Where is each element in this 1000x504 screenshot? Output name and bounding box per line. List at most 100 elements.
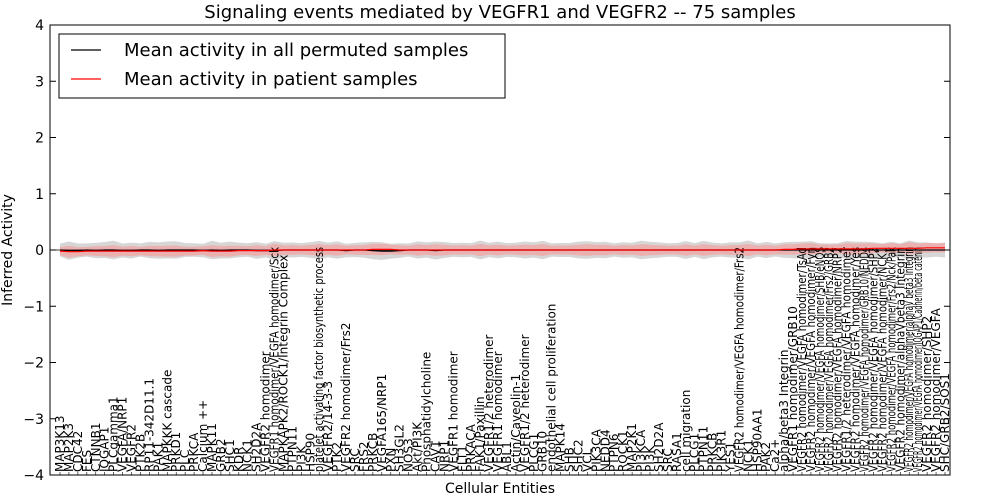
- category-label: cell migration: [679, 390, 693, 472]
- category-label: FES: [80, 450, 94, 472]
- category-label: MAPK11: [205, 423, 219, 472]
- legend-box: [58, 33, 506, 99]
- category-label: PRKCA: [187, 432, 201, 472]
- category-label: NOS3: [402, 438, 416, 472]
- y-tick-label: 4: [35, 18, 44, 34]
- category-label: VEGFR2/14-3-3: [321, 381, 335, 472]
- category-label: FRS2: [357, 441, 371, 472]
- category-label: VEGFR1/2 heterodimer: [518, 334, 532, 472]
- category-label: VEGFR1 homodimer/GRB10: [786, 306, 800, 472]
- series-line-group: [59, 247, 945, 253]
- category-label: CAV1: [429, 440, 443, 472]
- category-label: CDC42: [71, 431, 85, 472]
- category-label: alpha/beta3 Integrin: [777, 349, 791, 472]
- category-label: KDR: [232, 447, 246, 472]
- category-label: ABL1: [500, 441, 514, 472]
- category-label: VEGFR2 homodimer/VEGFA homodimer/NRP2: [831, 247, 845, 472]
- category-label: MAPKKK cascade: [160, 370, 174, 472]
- plot-frame: [49, 24, 951, 476]
- category-label: VEGFR2 homodimer/VEGFA homodimer/Frs2/GR…: [822, 247, 836, 472]
- category-label: VEGFR1/2 heterodimer: [482, 334, 496, 472]
- y-tick-label: −1: [23, 299, 44, 315]
- category-label: VEGFR2 homodimer/VEGFA homodimer/GRB10/N…: [858, 247, 872, 472]
- chart-title: Signaling events mediated by VEGFR1 and …: [204, 2, 795, 23]
- category-label: VEGFR2 homodimer/SHP2: [920, 316, 934, 472]
- y-tick-label: 0: [35, 243, 44, 259]
- category-label: PTK2B: [134, 434, 148, 472]
- category-label: PLC: [178, 450, 192, 472]
- category-label: VEGFA165/NRP1: [375, 374, 389, 472]
- series-line-patient: [59, 247, 945, 253]
- category-label: PI3KCA: [634, 429, 648, 472]
- category-label: Actin/Caveolin-1: [509, 374, 523, 472]
- category-label: Calcium ++: [196, 400, 210, 472]
- y-tick-label: −3: [23, 412, 44, 428]
- category-label: ROCK1: [616, 430, 630, 472]
- category-label: PIK3R1: [715, 430, 729, 472]
- category-label: Akt/PI3K: [411, 421, 425, 472]
- category-label: VEGFR2 homodimer/VEGFA homodimer/Yes: [849, 247, 863, 472]
- y-tick-label: −2: [23, 356, 44, 372]
- category-label: HSP90AA1: [750, 408, 764, 472]
- category-label: HSP90: [303, 433, 317, 472]
- category-label: SRC: [348, 448, 362, 472]
- category-label: NCK1: [241, 439, 255, 472]
- category-label: MAP2K3: [62, 423, 76, 472]
- category-label: SHC/GRB2/SOS1: [938, 373, 952, 472]
- category-label: FLT1: [455, 445, 469, 472]
- category-label: VEGFA/NRP1: [116, 397, 130, 472]
- category-label: MAP3K13: [53, 415, 67, 472]
- category-label: SH2D2A: [652, 422, 666, 472]
- legend: Mean activity in all permuted samples Me…: [58, 33, 506, 99]
- category-label: NCK1: [741, 439, 755, 472]
- category-label: PTK2: [330, 442, 344, 472]
- category-label: PRKD1: [169, 432, 183, 472]
- legend-label-permuted: Mean activity in all permuted samples: [124, 40, 468, 61]
- y-axis-title: Inferred Activity: [0, 194, 16, 306]
- category-label: VEGFR2 homodimer/VEGFA homodimer/TsAd: [795, 247, 809, 472]
- category-label: endothelial cell proliferation: [545, 304, 559, 472]
- category-label: FAK1/Paxillin: [473, 396, 487, 472]
- category-label: VEGFR2 homodimer/VEGFA homodimer/Frs2: [732, 247, 746, 472]
- category-label: platelet activating factor biosynthetic …: [312, 247, 326, 472]
- category-label: RASA1: [670, 432, 684, 472]
- x-axis-title: Cellular Entities: [445, 481, 555, 497]
- category-label: SHB: [563, 447, 577, 472]
- category-label: SRC: [661, 448, 675, 472]
- category-label: Phosphatidylcholine: [420, 352, 434, 472]
- category-label: RP11-342D11.1: [142, 378, 156, 472]
- category-label-group: MAP3K13MAP2K3CDC42FESCTNNB1IQGAP1PLCgamm…: [53, 247, 952, 475]
- category-label: VCL: [580, 448, 594, 472]
- category-label: VEGFR1 homodimer: [491, 351, 505, 472]
- category-label: PLCG1: [688, 433, 702, 472]
- category-label: PAK2: [759, 442, 773, 472]
- y-tick-label: 1: [35, 187, 44, 203]
- category-label: PAK1: [151, 442, 165, 472]
- category-label: VEGFR2 homodimer/VEGFA homodimer/NCK1: [875, 247, 889, 472]
- category-label: PTPN6: [607, 434, 621, 472]
- y-tick-label: 3: [35, 74, 44, 90]
- category-label: YES1: [724, 442, 738, 473]
- category-label: VEGFR2 homodimer/VEGFA homodimer/Fyn: [804, 247, 818, 472]
- category-label: PTPN11: [697, 426, 711, 472]
- category-label: VEGFR2 homodimer/VEGFA: [929, 307, 943, 472]
- category-label: Ca2+: [768, 439, 782, 472]
- category-label: VEGFR2 homodimer/VEGFA homodimer/alphaV …: [902, 247, 916, 472]
- category-label: VEGFR1/2 heterodimer/VEGFA homodimer: [840, 247, 854, 472]
- y-tick-label: 2: [35, 131, 44, 147]
- category-label: PLCG1: [527, 433, 541, 472]
- category-label: SHC1: [223, 439, 237, 472]
- category-label: MAPKAPK2/ROCK1/Integrin Complex: [277, 255, 291, 472]
- category-label: CTNNB1: [89, 423, 103, 473]
- category-label: PIK3CA: [589, 428, 603, 472]
- legend-label-patient: Mean activity in patient samples: [124, 69, 418, 90]
- category-label: VEGFR2 homodimer: [259, 351, 273, 472]
- category-label: VEGFR2 homodimer/VEGFA homodimer/SHP2: [867, 247, 881, 472]
- category-label: PXN: [384, 448, 398, 472]
- category-label: NRP1: [437, 440, 451, 472]
- category-label: PI3K: [294, 445, 308, 472]
- category-label: SHC2: [572, 439, 586, 472]
- category-label: PRKCB: [706, 433, 720, 472]
